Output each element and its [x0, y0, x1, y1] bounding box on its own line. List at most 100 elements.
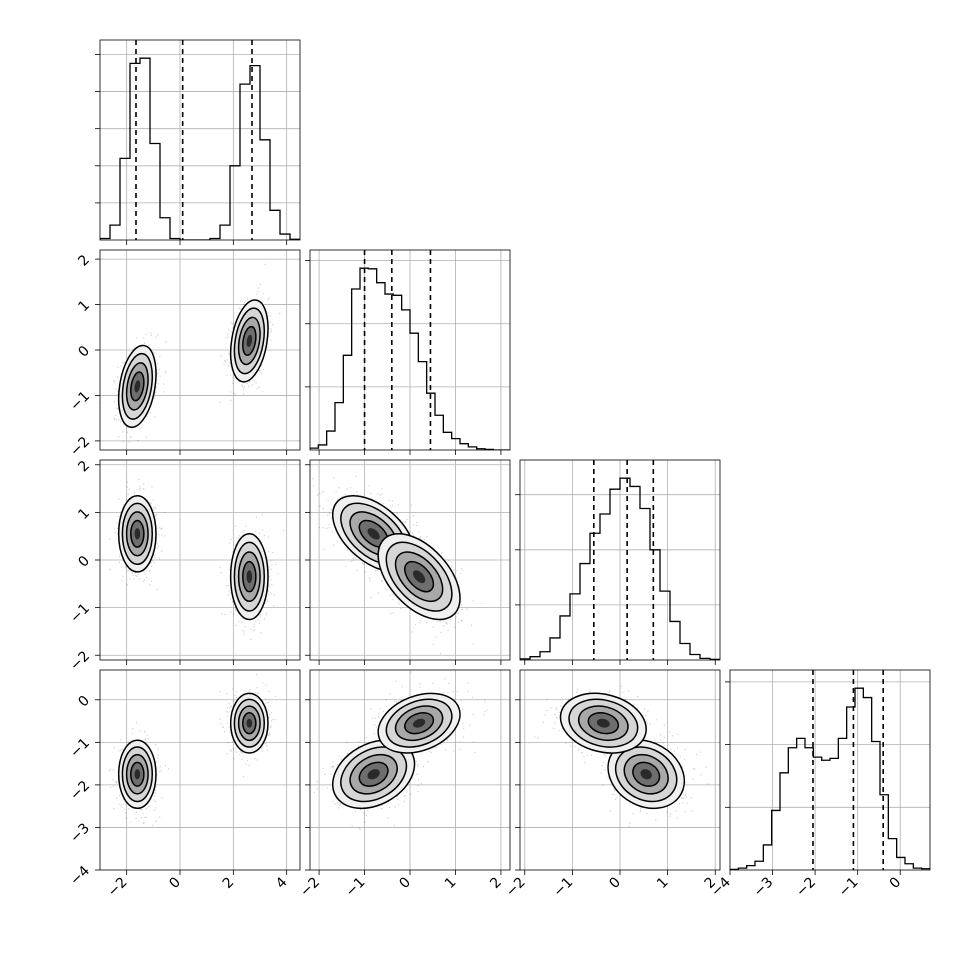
panel-0-0 — [95, 39, 301, 245]
contour-line — [349, 753, 398, 795]
histogram-3 — [730, 687, 930, 870]
contour-line — [125, 362, 149, 411]
histogram-2 — [520, 477, 720, 660]
x-tick-label: 1 — [442, 874, 460, 892]
contour-line — [125, 753, 149, 795]
y-tick-label: −1 — [67, 601, 93, 627]
y-tick-label: 2 — [75, 252, 93, 270]
contour-line — [117, 494, 157, 573]
density-level — [246, 718, 253, 728]
y-tick-label: 0 — [75, 553, 93, 571]
density-level — [640, 769, 652, 780]
panel-frame — [729, 669, 931, 871]
contour-line — [404, 560, 435, 593]
y-tick-label: −1 — [67, 735, 93, 761]
contour-line — [233, 307, 266, 375]
density-level — [412, 718, 426, 728]
x-tick-label: −2 — [793, 874, 819, 900]
contour-line — [117, 344, 157, 429]
contour-line — [607, 739, 686, 810]
contour-line — [229, 692, 269, 754]
x-tick-label: −1 — [550, 874, 576, 900]
density-level — [367, 769, 380, 780]
y-tick-label: 1 — [75, 297, 93, 315]
x-tick-label: −3 — [751, 874, 777, 900]
x-tick-label: 0 — [396, 874, 414, 892]
contour-line — [237, 316, 261, 366]
contour-line — [568, 698, 639, 748]
contour-line — [377, 692, 461, 754]
x-tick-label: 0 — [887, 874, 905, 892]
y-tick-label: −4 — [67, 863, 93, 889]
contour-line — [237, 705, 261, 742]
contour-line — [358, 761, 389, 787]
x-tick-label: −1 — [836, 874, 862, 900]
density-level — [134, 769, 141, 780]
histogram-0 — [100, 57, 300, 240]
contour-line — [385, 541, 453, 612]
contour-line — [614, 746, 678, 803]
contour-line — [233, 541, 266, 612]
panel-1-1 — [305, 249, 511, 455]
contour-line — [117, 739, 157, 810]
contour-line — [130, 761, 145, 787]
panel-3-3: −4 −3 −2 −1 0 — [708, 669, 931, 900]
contour-line — [587, 712, 620, 735]
x-tick-label: −2 — [105, 874, 131, 900]
contour-line — [340, 746, 408, 803]
contour-line — [130, 519, 145, 548]
contour-line — [242, 325, 257, 356]
x-tick-label: −1 — [343, 874, 369, 900]
x-tick-label: 2 — [220, 874, 238, 892]
contour-line — [394, 551, 444, 603]
density-level — [246, 570, 253, 584]
x-tick-label: 1 — [654, 874, 672, 892]
contour-line — [121, 352, 154, 420]
panel-1-0: −2 −1 0 1 2 — [67, 249, 301, 460]
x-tick-label: −2 — [503, 874, 529, 900]
x-tick-label: −4 — [708, 874, 734, 900]
contour-line — [623, 753, 669, 795]
contour-line — [632, 761, 661, 787]
y-tick-label: −1 — [67, 388, 93, 414]
density-level — [596, 718, 610, 728]
contour-line — [237, 551, 261, 603]
contour-line — [229, 299, 269, 383]
contour-line — [377, 533, 461, 621]
y-tick-label: −2 — [67, 434, 93, 460]
panel-2-1 — [305, 459, 511, 665]
y-tick-label: −2 — [67, 778, 93, 804]
density-level — [246, 334, 253, 348]
y-tick-label: 2 — [75, 458, 93, 476]
panel-frame — [99, 669, 301, 871]
panel-2-0: −2 −1 0 1 2 — [67, 458, 301, 674]
panel-2-2 — [515, 459, 721, 665]
y-tick-label: 0 — [75, 343, 93, 361]
contour-line — [242, 712, 257, 735]
contour-line — [242, 560, 257, 593]
density-level — [134, 528, 141, 540]
y-tick-label: 1 — [75, 505, 93, 523]
contour-line — [559, 692, 647, 754]
y-tick-label: 0 — [75, 693, 93, 711]
panel-3-2: −2 −1 0 1 2 — [503, 669, 721, 900]
contour-line — [394, 705, 444, 742]
density-level — [134, 380, 141, 393]
x-tick-label: 0 — [606, 874, 624, 892]
contour-line — [130, 371, 145, 402]
contour-line — [125, 511, 149, 557]
y-tick-label: −2 — [67, 648, 93, 674]
contour-line — [121, 746, 154, 803]
density-level — [412, 570, 426, 584]
x-tick-label: 4 — [273, 874, 291, 892]
contour-line — [233, 698, 266, 748]
panel-3-0: −2 0 2 4 −4 −3 −2 −1 0 — [67, 669, 301, 900]
contour-line — [577, 705, 629, 742]
panel-frame — [99, 39, 301, 241]
contour-line — [404, 712, 435, 735]
x-tick-label: 0 — [166, 874, 184, 892]
y-tick-label: −3 — [67, 820, 93, 846]
contour-line — [385, 698, 453, 748]
